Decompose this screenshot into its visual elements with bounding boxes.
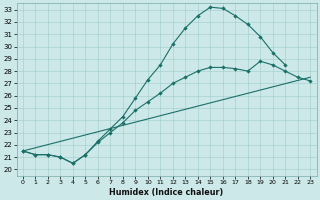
X-axis label: Humidex (Indice chaleur): Humidex (Indice chaleur) <box>109 188 224 197</box>
